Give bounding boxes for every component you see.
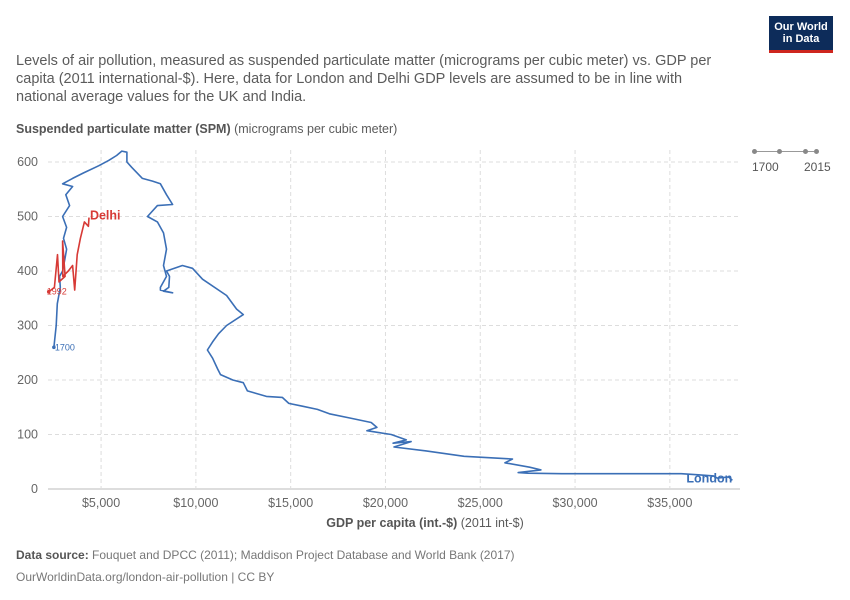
y-axis-label-bold: Suspended particulate matter (SPM) [16,122,231,136]
source-text: Fouquet and DPCC (2011); Maddison Projec… [92,548,515,562]
x-tick-label: $5,000 [82,496,120,510]
y-tick-label: 300 [17,319,38,333]
grid-lines [48,150,740,490]
series-lines [46,150,733,481]
timeline-tick [777,149,782,154]
x-axis-label-rest: (2011 int-$) [460,516,524,530]
timeline-end-label: 2015 [804,160,831,174]
series-name-label-london: London [686,471,732,485]
timeline-track[interactable] [754,151,814,152]
series-start-point-delhi [46,289,51,294]
x-tick-label: $35,000 [647,496,692,510]
timeline-handle-start[interactable] [752,149,757,154]
y-tick-label: 0 [31,482,38,496]
owid-logo[interactable]: Our World in Data [769,16,833,53]
timeline-handle-end[interactable] [814,149,819,154]
y-tick-label: 100 [17,428,38,442]
x-tick-label: $15,000 [268,496,313,510]
x-tick-labels: $5,000 $10,000 $15,000 $20,000 $25,000 $30,00… [82,496,693,510]
y-tick-label: 600 [17,155,38,169]
x-tick-label: $20,000 [363,496,408,510]
y-tick-label: 200 [17,373,38,387]
y-axis-label: Suspended particulate matter (SPM) (micr… [16,122,397,136]
timeline-start-label: 1700 [752,160,779,174]
series-start-point-london [52,345,56,350]
series-labels: 1700 London 1992 Delhi [47,209,732,486]
timeline-tick [803,149,808,154]
logo-line2: in Data [782,33,820,45]
y-tick-labels: 0 100 200 300 400 500 600 [17,155,38,496]
source-label: Data source: [16,548,89,562]
source-url[interactable]: OurWorldinData.org/london-air-pollution … [16,570,275,584]
x-axis-label: GDP per capita (int.-$) (2011 int-$) [0,516,850,530]
series-line-delhi [48,217,90,293]
series-start-label-london: 1700 [55,342,75,352]
x-tick-label: $10,000 [173,496,218,510]
chart-subtitle: Levels of air pollution, measured as sus… [16,53,712,105]
x-axis-label-bold: GDP per capita (int.-$) [326,516,458,530]
y-tick-label: 500 [17,210,38,224]
x-tick-label: $30,000 [552,496,597,510]
timeline-slider[interactable]: 1700 2015 [750,146,840,176]
series-name-label-delhi: Delhi [90,209,121,223]
x-tick-label: $25,000 [458,496,503,510]
series-line-london [53,150,733,481]
logo-line1: Our World [774,21,828,33]
series-start-label-delhi: 1992 [47,287,67,297]
y-tick-label: 400 [17,264,38,278]
y-axis-label-rest: (micrograms per cubic meter) [234,122,398,136]
data-source: Data source: Fouquet and DPCC (2011); Ma… [16,548,515,562]
